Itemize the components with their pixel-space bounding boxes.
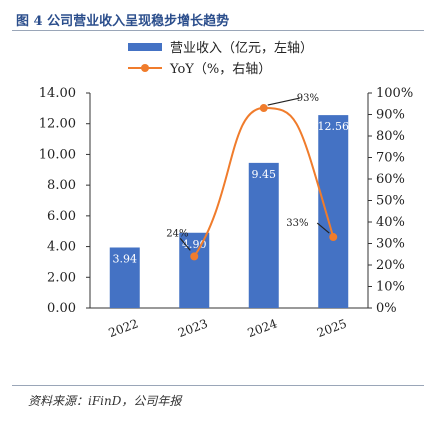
revenue-bar-label: 3.94 <box>113 252 138 265</box>
revenue-bar <box>318 115 349 308</box>
legend-line-swatch <box>128 63 162 73</box>
legend-item-yoy: YoY（%，右轴） <box>128 57 313 78</box>
x-axis-category-label: 2024 <box>246 316 280 340</box>
x-axis-category-label: 2022 <box>107 316 140 340</box>
right-axis-tick-label: 80% <box>376 129 405 144</box>
left-axis-tick-label: 10.00 <box>39 147 76 162</box>
right-axis-tick-label: 50% <box>376 194 405 209</box>
right-axis-tick-label: 70% <box>376 151 405 166</box>
legend-label-yoy: YoY（%，右轴） <box>170 62 272 77</box>
left-axis-tick-label: 8.00 <box>47 178 76 193</box>
right-axis-tick-label: 10% <box>376 280 405 295</box>
left-axis-tick-label: 14.00 <box>39 86 76 101</box>
source-note: 资料来源：iFinD，公司年报 <box>28 394 182 408</box>
left-axis-tick-label: 0.00 <box>47 301 76 316</box>
right-axis-tick-label: 90% <box>376 108 405 123</box>
revenue-bar <box>109 247 140 308</box>
legend-bar-swatch <box>128 42 162 51</box>
left-axis-tick-label: 12.00 <box>39 117 76 132</box>
yoy-data-label: 93% <box>297 93 319 104</box>
legend-item-revenue: 营业收入（亿元，左轴） <box>128 36 313 57</box>
revenue-yoy-chart: 0.00 2.00 4.00 6.00 8.00 10.00 12.00 14.00 0% 10%… <box>39 86 413 340</box>
x-axis-category-label: 2023 <box>176 316 209 340</box>
left-axis-tick-label: 2.00 <box>47 270 76 285</box>
left-axis-tick-label: 6.00 <box>47 209 76 224</box>
x-axis-category-label: 2025 <box>315 316 348 340</box>
yoy-point <box>259 104 268 113</box>
yoy-leader-line <box>316 222 330 234</box>
chart-legend: 营业收入（亿元，左轴） YoY（%，右轴） <box>128 36 313 78</box>
right-axis-tick-label: 40% <box>376 215 405 230</box>
revenue-bar-label: 9.45 <box>252 168 277 181</box>
yoy-point <box>329 233 338 242</box>
right-axis-tick-label: 20% <box>376 258 405 273</box>
right-axis-tick-label: 30% <box>376 237 405 252</box>
yoy-data-label: 24% <box>166 228 188 239</box>
yoy-point <box>190 252 199 261</box>
yoy-leader-line <box>267 97 300 106</box>
left-axis-tick-label: 4.00 <box>47 240 76 255</box>
figure-title: 图 4 公司营业收入呈现稳步增长趋势 <box>16 14 230 29</box>
revenue-bar <box>248 162 279 308</box>
bottom-rule <box>12 385 424 386</box>
legend-label-revenue: 营业收入（亿元，左轴） <box>170 41 314 56</box>
right-axis-tick-label: 60% <box>376 172 405 187</box>
top-rule <box>12 30 424 31</box>
revenue-bar-label: 12.56 <box>318 120 350 133</box>
yoy-data-label: 33% <box>286 218 308 229</box>
revenue-bar <box>179 232 210 308</box>
right-axis-tick-label: 0% <box>376 301 397 316</box>
right-axis-tick-label: 100% <box>376 86 413 101</box>
yoy-leader-line <box>179 238 191 251</box>
